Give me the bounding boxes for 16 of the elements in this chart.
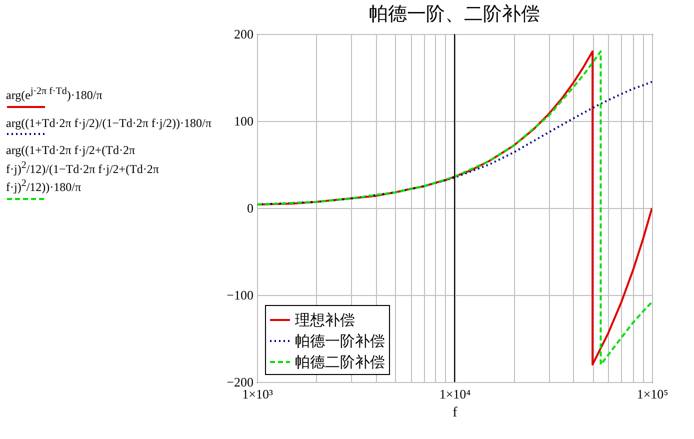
x-tick-label: 1×10⁴: [439, 386, 472, 402]
y-tick-label: 0: [247, 200, 254, 216]
text: arg((1+Td·2π f·j/2+(Td·2π f·j)$^{2}$/12)/(1−Td·2π f·j/2+(Td·2π f·j)$^{2}$/12))·180/π: [6, 143, 160, 196]
legend-label: 理想补偿: [295, 312, 355, 329]
chart-title: 帕德一阶、二阶补偿: [369, 3, 540, 25]
text: arg((1+Td·2π f·j/2)/(1−Td·2π f·j/2))·180/π: [6, 116, 212, 132]
y-tick-label: −200: [226, 374, 254, 390]
x-tick-label: 1×10³: [242, 386, 273, 402]
y-tick-label: −100: [226, 288, 254, 302]
y-tick-label: 100: [234, 114, 254, 128]
text: arg(e$^{j·2π f·Td}$)·180/π: [6, 85, 104, 104]
x-axis-title: f: [452, 406, 458, 420]
x-tick-label: 1×10⁵: [636, 386, 668, 402]
y-tick-label: 200: [234, 26, 254, 42]
legend-label: 帕德二阶补偿: [295, 354, 385, 371]
legend-label: 帕德一阶补偿: [295, 333, 385, 350]
